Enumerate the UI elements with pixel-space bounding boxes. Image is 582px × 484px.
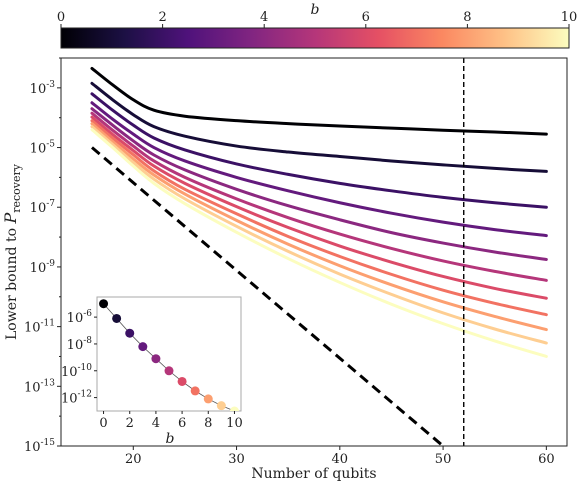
series-line-b-7 [90, 119, 548, 317]
y-tick-label: 10-9 [30, 259, 56, 276]
inset-point-b-8 [203, 394, 213, 404]
main-plot-frame [60, 57, 568, 447]
series-line-b-2 [90, 92, 548, 209]
colorbar: 0 2 4 6 8 10 b [57, 2, 577, 49]
x-tick-label: 20 [125, 452, 142, 467]
series-line-b-8 [90, 122, 548, 332]
colorbar-label: b [311, 2, 320, 18]
x-tick-label: 60 [538, 452, 555, 467]
inset-point-b-6 [177, 376, 187, 386]
inset-x-tick-label: 4 [152, 416, 160, 431]
inset-point-b-0 [99, 299, 109, 309]
y-tick-label: 10-15 [24, 438, 55, 455]
inset-y-tick-label: 10-6 [67, 309, 93, 326]
inset-x-tick-label: 10 [226, 416, 243, 431]
main-y-ticks: 10-3 10-5 10-7 10-9 10-11 10-13 10-15 [24, 57, 61, 455]
colorbar-tick-label: 0 [57, 10, 65, 25]
inset-x-tick-label: 0 [99, 416, 107, 431]
series-line-b-5 [90, 111, 548, 282]
inset-point-b-7 [190, 386, 200, 396]
series-line-b-4 [90, 107, 548, 261]
inset-x-tick-label: 2 [126, 416, 134, 431]
main-series-group [90, 58, 548, 446]
inset-point-b-9 [216, 401, 226, 411]
inset-point-b-1 [112, 313, 122, 323]
inset-point-b-2 [125, 328, 135, 338]
colorbar-gradient [60, 27, 570, 49]
inset-plot-frame [96, 296, 242, 412]
inset-x-tick-label: 6 [178, 416, 186, 431]
main-x-axis-label: Number of qubits [251, 466, 376, 482]
series-line-b-0 [90, 66, 548, 136]
inset-y-tick-label: 10-10 [61, 363, 92, 380]
inset-x-ticks: 0 2 4 6 8 10 [99, 411, 243, 431]
inset-point-b-5 [164, 366, 174, 376]
inset-x-axis-label: b [166, 431, 175, 447]
reference-dashed-line [91, 146, 445, 446]
x-tick-label: 30 [228, 452, 245, 467]
inset-y-ticks: 10-6 10-8 10-10 10-12 [61, 309, 97, 407]
inset-y-tick-label: 10-8 [67, 336, 93, 353]
colorbar-tick-label: 4 [260, 10, 268, 25]
main-x-ticks: 20 30 40 50 60 [125, 446, 555, 467]
x-tick-label: 50 [435, 452, 452, 467]
inset-series-group [99, 299, 239, 411]
x-tick-label: 40 [332, 452, 349, 467]
series-line-b-3 [90, 101, 548, 238]
series-line-b-10 [90, 128, 548, 358]
colorbar-tick-label: 6 [362, 10, 370, 25]
y-tick-label: 10-7 [30, 199, 56, 216]
main-y-axis-label: Lower bound to Precovery [1, 163, 23, 340]
inset-point-b-3 [138, 342, 148, 352]
y-tick-label: 10-3 [30, 80, 56, 97]
inset-x-tick-label: 8 [204, 416, 212, 431]
inset-y-tick-label: 10-12 [61, 390, 92, 407]
y-label-subscript: recovery [10, 163, 23, 213]
colorbar-tick-label: 2 [158, 10, 166, 25]
y-tick-label: 10-11 [24, 319, 55, 336]
series-line-b-9 [90, 125, 548, 345]
colorbar-tick-label: 8 [463, 10, 471, 25]
y-label-prefix: Lower bound to [4, 224, 20, 340]
series-line-b-6 [90, 115, 548, 300]
inset-point-b-10 [229, 406, 239, 411]
inset-plot: 0 2 4 6 8 10 10-6 10-8 10-10 10-12 b [61, 296, 243, 447]
inset-point-b-4 [151, 354, 161, 364]
colorbar-tick-label: 10 [561, 10, 578, 25]
main-plot: 20 30 40 50 60 10-310-510-710-910-1110-1310-… [1, 57, 568, 482]
y-tick-label: 10-13 [24, 378, 55, 395]
y-tick-label: 10-5 [30, 140, 56, 157]
series-line-b-1 [90, 81, 548, 173]
y-label-symbol: P [1, 213, 20, 225]
colorbar-ticks: 0 2 4 6 8 10 [57, 10, 577, 28]
